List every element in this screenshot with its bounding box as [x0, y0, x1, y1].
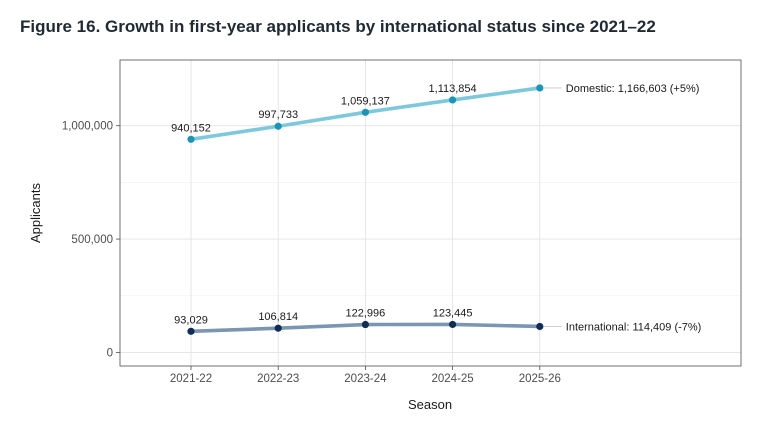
domestic-point — [274, 122, 282, 130]
series-layer: 940,152 997,733 1,059,137 1,113,854 Domestic… — [171, 83, 701, 335]
international-point — [274, 324, 282, 332]
x-tick-label: 2025-26 — [519, 373, 561, 385]
figure-title: Figure 16. Growth in first-year applican… — [20, 17, 656, 36]
domestic-point — [361, 108, 369, 116]
international-data-label: 122,996 — [346, 308, 386, 320]
domestic-end-label: Domestic: 1,166,603 (+5%) — [566, 83, 700, 95]
plot-panel — [119, 59, 742, 367]
international-data-label: 106,814 — [258, 311, 298, 323]
international-data-label: 93,029 — [174, 314, 208, 326]
domestic-data-label: 1,113,854 — [429, 83, 477, 95]
y-axis-ticks: 0 500,000 1,000,000 — [62, 121, 120, 359]
international-end-label: International: 114,409 (-7%) — [566, 321, 702, 333]
domestic-data-label: 940,152 — [171, 122, 211, 134]
international-point — [361, 320, 369, 329]
y-tick-label: 0 — [107, 347, 113, 359]
domestic-point — [187, 135, 195, 143]
x-axis-ticks: 2021-22 2022-23 2023-24 2024-25 2025-26 — [170, 366, 561, 385]
grid-lines — [120, 60, 741, 366]
y-tick-label: 1,000,000 — [62, 121, 113, 133]
y-axis-title: Applicants — [28, 183, 43, 243]
y-tick-label: 500,000 — [71, 234, 113, 246]
international-point — [187, 327, 195, 335]
international-point — [449, 320, 457, 329]
domestic-point — [449, 96, 457, 104]
x-tick-label: 2023-24 — [344, 373, 387, 385]
international-data-label: 123,445 — [433, 307, 473, 319]
international-point — [536, 322, 544, 331]
domestic-data-label: 997,733 — [258, 109, 298, 121]
domestic-point — [536, 84, 544, 92]
series-domestic: 940,152 997,733 1,059,137 1,113,854 Domestic… — [171, 83, 699, 143]
x-axis-title: Season — [408, 397, 452, 412]
x-tick-label: 2022-23 — [257, 373, 299, 385]
x-tick-label: 2024-25 — [431, 373, 473, 385]
x-tick-label: 2021-22 — [170, 373, 212, 385]
domestic-data-label: 1,059,137 — [341, 95, 390, 107]
series-international: 93,029 106,814 122,996 123,445 International… — [174, 307, 702, 335]
